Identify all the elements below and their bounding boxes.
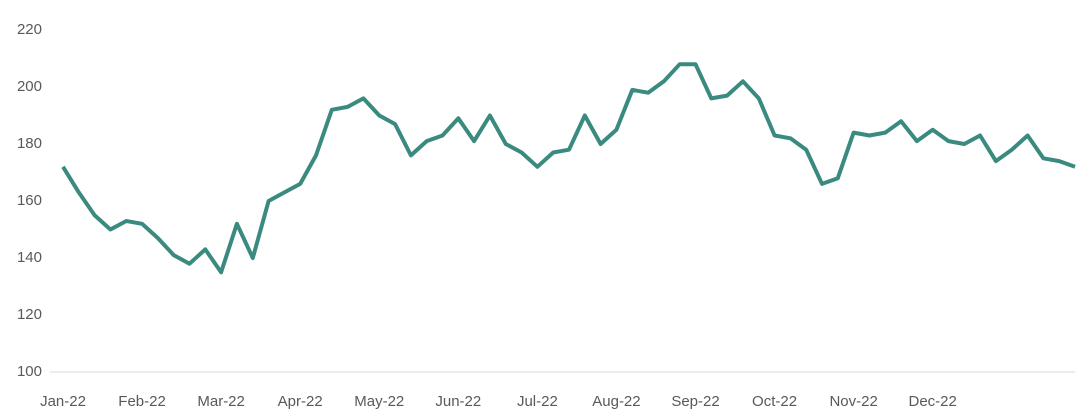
x-tick-label: Dec-22 [909,393,957,410]
x-tick-label: Aug-22 [592,393,640,410]
x-tick-label: Mar-22 [197,393,245,410]
y-tick-label: 180 [17,135,42,152]
x-tick-label: Oct-22 [752,393,797,410]
y-tick-label: 160 [17,192,42,209]
y-tick-label: 100 [17,363,42,380]
x-tick-label: May-22 [354,393,404,410]
x-tick-label: Apr-22 [278,393,323,410]
y-tick-label: 220 [17,21,42,38]
x-tick-label: Jul-22 [517,393,558,410]
line [61,62,1076,275]
y-tick-label: 140 [17,249,42,266]
x-tick-label: Sep-22 [671,393,719,410]
y-tick-label: 200 [17,78,42,95]
y-tick-label: 120 [17,306,42,323]
x-tick-label: Jan-22 [40,393,86,410]
x-tick-label: Jun-22 [435,393,481,410]
x-tick-label: Feb-22 [118,393,166,410]
x-tick-label: Nov-22 [829,393,877,410]
